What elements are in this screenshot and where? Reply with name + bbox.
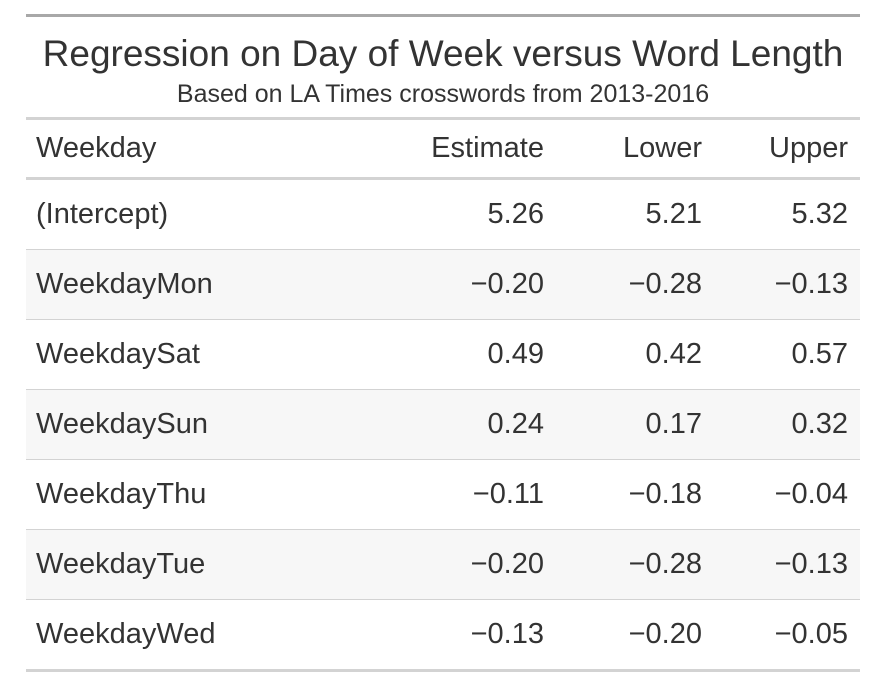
cell-lower: −0.28 [556,529,714,600]
cell-weekday: WeekdaySun [26,389,372,460]
cell-estimate: −0.20 [372,529,556,600]
column-header-lower: Lower [556,120,714,180]
column-header-upper: Upper [714,120,860,180]
table-body: (Intercept) 5.26 5.21 5.32 WeekdayMon −0.20 −0… [26,178,860,672]
cell-estimate: 0.49 [372,319,556,390]
table-row: WeekdayTue −0.20 −0.28 −0.13 [26,529,860,600]
top-rule [26,14,860,17]
cell-estimate: −0.11 [372,459,556,530]
cell-upper: 5.32 [714,178,860,250]
cell-upper: −0.05 [714,599,860,672]
cell-lower: 0.42 [556,319,714,390]
table-row: WeekdaySat 0.49 0.42 0.57 [26,319,860,390]
cell-weekday: (Intercept) [26,178,372,250]
table-row: WeekdayThu −0.11 −0.18 −0.04 [26,459,860,530]
table-subtitle: Based on LA Times crosswords from 2013-2… [176,80,710,108]
data-table: Weekday Estimate Lower Upper (Intercept)… [26,120,860,672]
cell-weekday: WeekdayThu [26,459,372,530]
cell-upper: −0.13 [714,249,860,320]
cell-estimate: 0.24 [372,389,556,460]
cell-upper: −0.13 [714,529,860,600]
cell-upper: −0.04 [714,459,860,530]
column-header-weekday: Weekday [26,120,372,180]
table-title: Regression on Day of Week versus Word Le… [42,33,844,74]
cell-upper: 0.32 [714,389,860,460]
column-header-estimate: Estimate [372,120,556,180]
cell-weekday: WeekdaySat [26,319,372,390]
cell-estimate: 5.26 [372,178,556,250]
cell-upper: 0.57 [714,319,860,390]
cell-lower: −0.20 [556,599,714,672]
cell-lower: −0.18 [556,459,714,530]
cell-lower: −0.28 [556,249,714,320]
header-rule [26,117,860,120]
table-row: WeekdayMon −0.20 −0.28 −0.13 [26,249,860,320]
table-row: WeekdayWed −0.13 −0.20 −0.05 [26,599,860,672]
cell-lower: 5.21 [556,178,714,250]
cell-estimate: −0.20 [372,249,556,320]
header-row: Weekday Estimate Lower Upper [26,120,860,180]
regression-table: Regression on Day of Week versus Word Le… [26,14,860,672]
table-row: WeekdaySun 0.24 0.17 0.32 [26,389,860,460]
table-row: (Intercept) 5.26 5.21 5.32 [26,178,860,250]
cell-weekday: WeekdayTue [26,529,372,600]
cell-weekday: WeekdayMon [26,249,372,320]
cell-lower: 0.17 [556,389,714,460]
cell-weekday: WeekdayWed [26,599,372,672]
cell-estimate: −0.13 [372,599,556,672]
